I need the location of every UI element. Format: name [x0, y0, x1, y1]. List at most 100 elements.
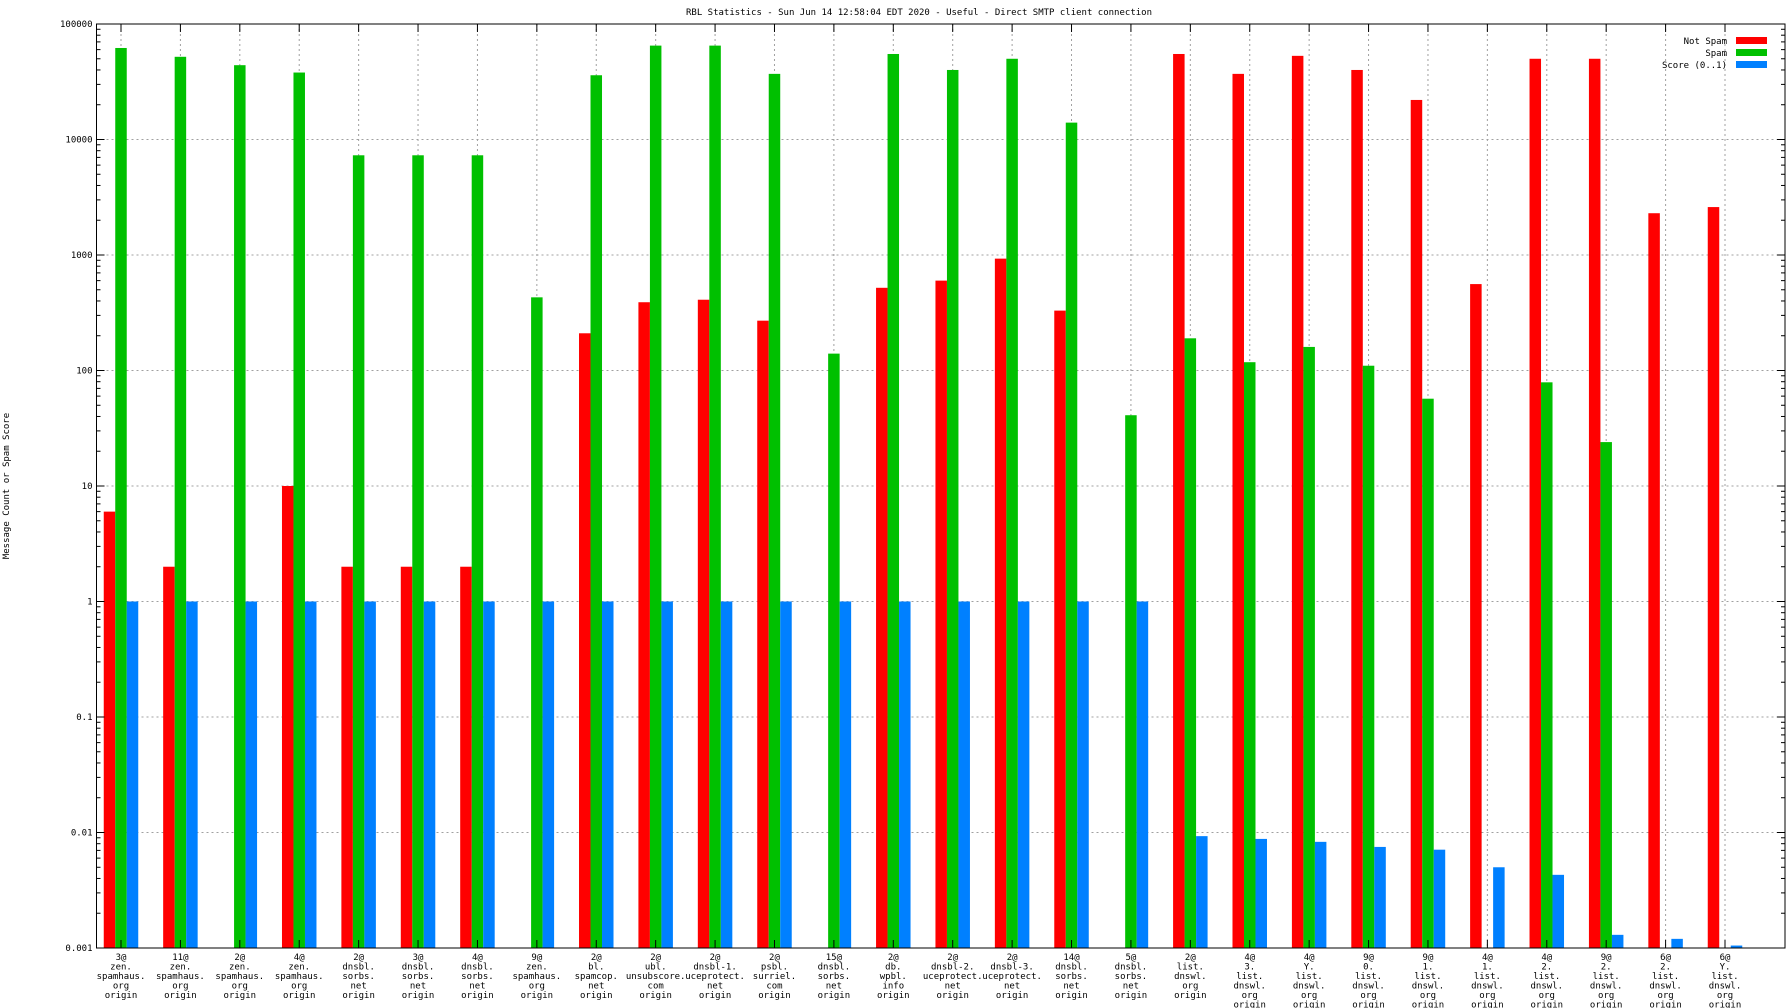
bar-score	[839, 601, 852, 948]
x-tick-label: zen.	[288, 963, 310, 973]
x-tick-label: 2@	[947, 953, 958, 963]
x-tick-label: 9@	[531, 953, 542, 963]
x-tick-label: 2@	[234, 953, 245, 963]
x-tick-label: spamcop.	[575, 972, 618, 982]
x-tick-label: net	[707, 982, 723, 992]
bar-spam	[1006, 58, 1018, 948]
x-tick-label: 4@	[472, 953, 483, 963]
x-tick-label: net	[1063, 982, 1079, 992]
plot-frame	[96, 23, 1786, 949]
x-tick-label: org	[291, 982, 307, 992]
x-tick-label: origin	[224, 991, 257, 1001]
x-tick-label: 3.	[1244, 963, 1255, 973]
legend-swatch	[1736, 49, 1767, 56]
x-tick-label: origin	[936, 991, 969, 1001]
x-tick-label: origin	[1055, 991, 1088, 1001]
bar-score	[720, 601, 733, 948]
x-tick-label: dnswl.	[1709, 982, 1742, 992]
x-tick-label: sorbs.	[342, 972, 375, 982]
x-tick-label: origin	[1412, 1001, 1445, 1008]
bar-not-spam	[103, 511, 116, 948]
x-tick-label: net	[1123, 982, 1139, 992]
x-tick-label: 1.	[1423, 963, 1434, 973]
x-tick-label: 2@	[650, 953, 661, 963]
x-tick-label: 2@	[1185, 953, 1196, 963]
x-tick-label: 4@	[1244, 953, 1255, 963]
bar-not-spam	[1232, 73, 1244, 949]
bars	[103, 45, 1743, 949]
bar-not-spam	[281, 486, 294, 948]
x-tick-label: 4@	[1304, 953, 1315, 963]
bar-not-spam	[935, 280, 947, 948]
bar-spam	[590, 75, 603, 948]
bar-score	[958, 601, 970, 948]
x-tick-label: org	[1182, 982, 1198, 992]
bar-spam	[1422, 398, 1434, 949]
x-tick-label: 4@	[294, 953, 305, 963]
bar-score	[126, 601, 139, 948]
x-tick-label: dnsbl.	[1055, 963, 1088, 973]
x-tick-label: 6@	[1720, 953, 1731, 963]
x-tick-label: org	[1242, 991, 1258, 1001]
bar-score	[1552, 874, 1565, 948]
bar-score	[1196, 836, 1208, 948]
y-tick-label: 0.1	[76, 713, 92, 723]
x-tick-label: 3@	[116, 953, 127, 963]
legend: Not Spam Spam Score (0..1)	[1662, 37, 1767, 71]
x-tick-label: 2@	[888, 953, 899, 963]
bar-score	[1017, 601, 1030, 948]
bar-spam	[1600, 442, 1612, 948]
x-tick-label: uceprotect.	[685, 972, 745, 982]
y-tick-label: 10	[82, 482, 93, 492]
x-tick-label: dnsbl-2.	[931, 963, 974, 973]
x-tick-label: origin	[818, 991, 851, 1001]
x-tick-label: sorbs.	[1055, 972, 1088, 982]
x-tick-label: 2@	[353, 953, 364, 963]
x-tick-label: list.	[1474, 972, 1501, 982]
x-tick-label: list.	[1533, 972, 1560, 982]
bar-score	[661, 601, 673, 948]
bar-not-spam	[1470, 284, 1482, 948]
bar-not-spam	[757, 320, 769, 948]
bar-not-spam	[638, 302, 650, 948]
x-tick-label: spamhaus.	[215, 972, 264, 982]
x-tick-label: 4@	[1482, 953, 1493, 963]
bar-not-spam	[697, 299, 710, 948]
x-tick-label: info	[882, 982, 904, 992]
x-tick-label: origin	[342, 991, 375, 1001]
x-tick-label: dnswl.	[1233, 982, 1266, 992]
bar-spam	[1243, 362, 1256, 948]
bar-score	[1077, 601, 1089, 948]
x-axis-labels: 3@zen.spamhaus.orgorigin11@zen.spamhaus.…	[97, 24, 1742, 1008]
y-tick-label: 1	[87, 598, 92, 608]
chart-title: RBL Statistics - Sun Jun 14 12:58:04 EDT…	[686, 8, 1152, 18]
bar-not-spam	[1648, 213, 1660, 948]
bar-spam	[946, 69, 959, 948]
bar-not-spam	[579, 333, 591, 948]
x-tick-label: zen.	[229, 963, 251, 973]
x-tick-label: dnsbl.	[1115, 963, 1148, 973]
bar-not-spam	[400, 566, 413, 948]
x-tick-label: sorbs.	[818, 972, 851, 982]
bar-spam	[649, 45, 662, 948]
bar-score	[1730, 945, 1743, 948]
x-tick-label: dnswl.	[1352, 982, 1385, 992]
x-tick-label: 1.	[1482, 963, 1493, 973]
x-tick-label: list.	[1236, 972, 1263, 982]
x-tick-label: org	[1598, 991, 1614, 1001]
x-tick-label: origin	[580, 991, 613, 1001]
x-tick-label: dnswl.	[1531, 982, 1564, 992]
x-tick-label: list.	[1711, 972, 1738, 982]
x-tick-label: origin	[1233, 1001, 1266, 1008]
y-tick-label: 100	[76, 367, 92, 377]
x-tick-label: uceprotect.	[982, 972, 1042, 982]
bar-score	[304, 601, 317, 948]
bar-score	[1374, 846, 1386, 948]
x-tick-label: bl.	[588, 963, 604, 973]
bar-score	[186, 601, 198, 948]
legend-label: Not Spam	[1684, 37, 1727, 47]
x-tick-label: origin	[996, 991, 1029, 1001]
x-tick-label: net	[469, 982, 485, 992]
x-tick-label: org	[1420, 991, 1436, 1001]
x-tick-label: 5@	[1126, 953, 1137, 963]
